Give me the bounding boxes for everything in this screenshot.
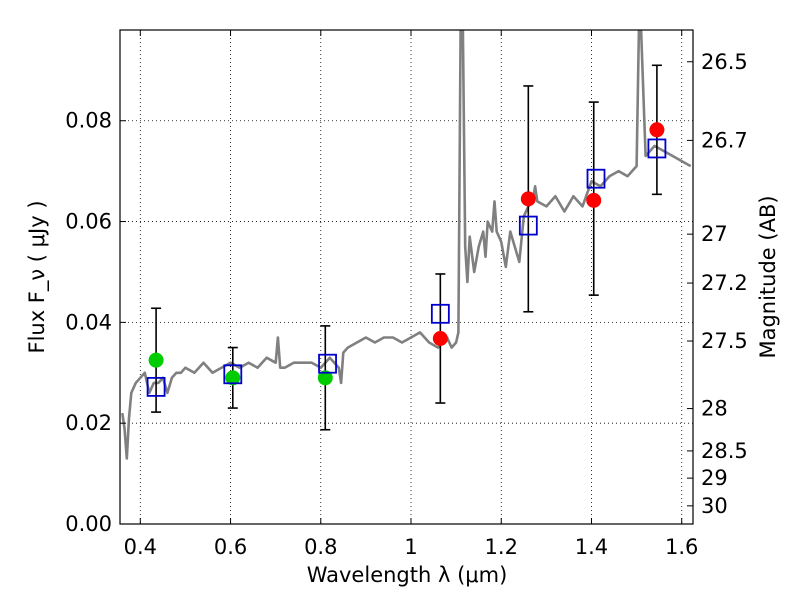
y2-tick-label: 26.7	[701, 128, 748, 152]
model-square-marker	[223, 364, 243, 385]
y2-tick-label: 26.5	[701, 50, 748, 74]
y2-tick-label: 27.5	[701, 329, 748, 353]
red-data-point	[432, 330, 448, 346]
x-tick-label: 1.6	[665, 535, 698, 559]
model-spectrum	[121, 30, 692, 460]
x-axis-label: Wavelength λ (μm)	[307, 563, 508, 587]
y2-tick-label: 29	[701, 466, 728, 490]
model-square-marker	[518, 215, 538, 236]
y-tick-label: 0.06	[65, 210, 112, 234]
y-axis-label: Flux F_ν ( μJy )	[25, 200, 50, 353]
data-points	[146, 122, 667, 397]
x-tick-label: 1	[404, 535, 417, 559]
green-data-point	[317, 370, 333, 386]
grid-lines	[120, 30, 693, 525]
y-tick-label: 0.04	[65, 310, 112, 334]
model-square-marker	[586, 168, 606, 189]
red-data-point	[586, 192, 602, 208]
model-square-marker	[647, 138, 667, 159]
y2-axis-label: Magnitude (AB)	[756, 195, 780, 358]
y-tick-label: 0.02	[65, 411, 112, 435]
y-tick-label: 0.00	[65, 512, 112, 536]
spectrum-line	[121, 30, 692, 460]
green-data-point	[225, 370, 241, 386]
green-data-point	[148, 352, 164, 368]
y2-tick-label: 27.2	[701, 271, 748, 295]
plot-frame	[119, 29, 694, 525]
y2-tick-label: 28.5	[701, 439, 748, 463]
x-tick-label: 0.6	[214, 535, 247, 559]
y-tick-label: 0.08	[65, 109, 112, 133]
x-tick-label: 0.8	[304, 535, 337, 559]
y2-tick-label: 30	[701, 494, 728, 518]
x-tick-label: 1.2	[485, 535, 518, 559]
red-data-point	[649, 122, 665, 138]
axis-ticks: 0.4 0.6 0.8 1 1.2 1.4 1.6 0.00 0.02 0.04 0.06 0.08 2…	[65, 30, 748, 559]
model-square-marker	[318, 353, 337, 374]
model-square-marker	[146, 376, 166, 397]
x-tick-label: 1.4	[575, 535, 608, 559]
model-square-marker	[430, 303, 450, 324]
red-data-point	[520, 191, 536, 207]
x-tick-label: 0.4	[124, 535, 157, 559]
y2-tick-label: 27	[701, 222, 728, 246]
y2-tick-label: 28	[701, 397, 728, 421]
